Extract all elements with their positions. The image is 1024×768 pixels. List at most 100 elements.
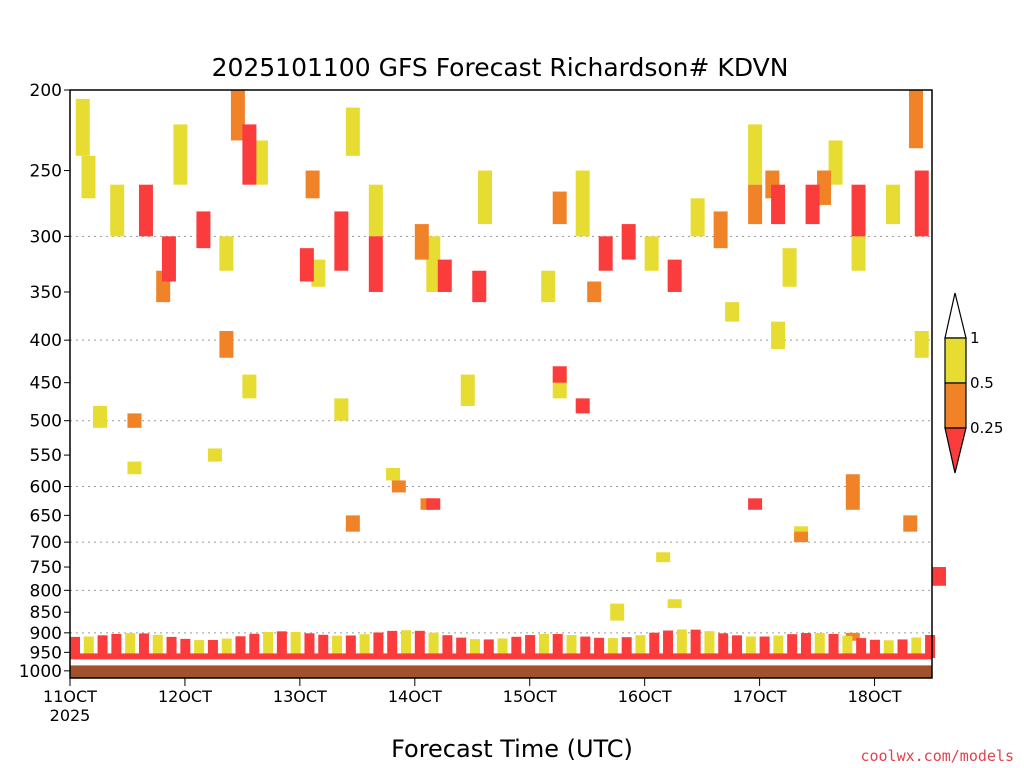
boundary-layer-cell	[428, 632, 439, 658]
boundary-layer-cell	[869, 639, 880, 658]
heatmap-cell	[299, 248, 314, 282]
heatmap-cell	[886, 184, 901, 225]
heatmap-cell	[334, 211, 349, 271]
heatmap-cell	[127, 413, 142, 428]
heatmap-cell	[794, 531, 809, 543]
heatmap-cell	[598, 236, 613, 271]
heatmap-cell	[472, 270, 487, 303]
boundary-layer-cell	[800, 633, 811, 658]
boundary-layer-cell	[649, 632, 660, 658]
heatmap-cell	[851, 236, 866, 271]
heatmap-cell	[909, 90, 924, 149]
boundary-layer-cell	[925, 634, 936, 658]
heatmap-cell	[552, 366, 567, 383]
boundary-layer-cell	[221, 638, 232, 658]
heatmap-cell	[656, 552, 671, 563]
boundary-layer-cell	[345, 635, 356, 658]
heatmap-cell	[725, 302, 740, 322]
surface-red-band	[70, 653, 932, 660]
heatmap-cell	[828, 140, 843, 185]
heatmap-cell	[817, 170, 832, 205]
boundary-layer-cell	[883, 640, 894, 658]
heatmap-cell	[610, 603, 625, 621]
x-tick-label: 12OCT	[158, 687, 212, 706]
boundary-layer-cell	[318, 634, 329, 658]
boundary-layer-cell	[676, 629, 687, 658]
heatmap-cell	[334, 398, 349, 421]
x-tick-label: 16OCT	[618, 687, 672, 706]
boundary-layer-cell	[911, 637, 922, 658]
boundary-layer-cell	[469, 639, 480, 658]
heatmap-cell	[253, 140, 268, 185]
heatmap-cell	[845, 474, 860, 510]
heatmap-cell	[368, 236, 383, 292]
heatmap-cell	[75, 98, 90, 156]
heatmap-cell	[782, 248, 797, 287]
heatmap-cell	[173, 124, 188, 185]
x-tick-label: 11OCT	[43, 687, 97, 706]
heatmap-cell	[345, 107, 360, 156]
heatmap-cell	[748, 498, 763, 510]
heatmap-cell	[771, 321, 786, 350]
boundary-layer-cell	[387, 630, 398, 658]
boundary-layer-cell	[566, 635, 577, 658]
plot-background	[70, 90, 932, 678]
boundary-layer-cell	[152, 634, 163, 658]
y-tick-label: 900	[30, 624, 62, 644]
boundary-layer-cell	[442, 635, 453, 658]
heatmap-cell	[426, 498, 441, 510]
y-tick-label: 1000	[19, 662, 62, 682]
boundary-layer-cell	[166, 636, 177, 658]
boundary-layer-cell	[483, 639, 494, 658]
legend-label: 0.25	[970, 419, 1003, 437]
y-tick-label: 700	[30, 533, 62, 553]
heatmap-cell	[667, 259, 682, 292]
heatmap-cell	[242, 374, 257, 399]
boundary-layer-cell	[235, 636, 246, 658]
heatmap-cell	[230, 90, 245, 141]
heatmap-cell	[644, 236, 659, 271]
heatmap-cell	[110, 184, 125, 237]
heatmap-cell	[690, 198, 705, 237]
y-tick-label: 350	[30, 283, 62, 303]
x-tick-label: 17OCT	[733, 687, 787, 706]
heatmap-cell	[386, 467, 401, 481]
boundary-layer-cell	[83, 636, 94, 658]
heatmap-cell	[552, 191, 567, 225]
boundary-layer-cell	[332, 635, 343, 658]
boundary-layer-cell	[718, 633, 729, 658]
x-tick-label: 18OCT	[848, 687, 902, 706]
heatmap-cell	[161, 236, 176, 282]
boundary-layer-cell	[304, 633, 315, 658]
boundary-layer-cell	[414, 630, 425, 658]
chart-title: 2025101100 GFS Forecast Richardson# KDVN	[212, 53, 789, 82]
boundary-layer-cell	[580, 636, 591, 658]
credit-link[interactable]: coolwx.com/models	[860, 747, 1014, 765]
y-axis-ticks: 200 250 300 350 400 450 500 550 600 650 700 750 8008…	[19, 81, 70, 682]
boundary-layer-cell	[663, 630, 674, 658]
boundary-layer-cell	[276, 631, 287, 658]
heatmap-cell	[621, 224, 636, 260]
boundary-layer-cell	[538, 634, 549, 658]
boundary-layer-cell	[373, 632, 384, 658]
plot-frame	[69, 89, 933, 679]
x-axis-title: Forecast Time (UTC)	[391, 735, 633, 763]
y-tick-label: 500	[30, 412, 62, 432]
heatmap-cell	[368, 184, 383, 237]
y-tick-label: 850	[30, 603, 62, 623]
heatmap-cell	[426, 236, 441, 292]
heatmap-cell	[242, 124, 257, 185]
y-tick-label: 250	[30, 162, 62, 182]
boundary-layer-cell	[745, 636, 756, 658]
boundary-layer-cell	[194, 640, 205, 658]
boundary-layer-cell	[138, 633, 149, 658]
y-tick-label: 550	[30, 446, 62, 466]
surface-layer	[70, 629, 936, 678]
y-tick-label: 300	[30, 227, 62, 247]
boundary-layer-cell	[621, 637, 632, 658]
boundary-layer-cell	[249, 633, 260, 658]
boundary-layer-cell	[456, 637, 467, 658]
boundary-layer-cell	[732, 635, 743, 658]
